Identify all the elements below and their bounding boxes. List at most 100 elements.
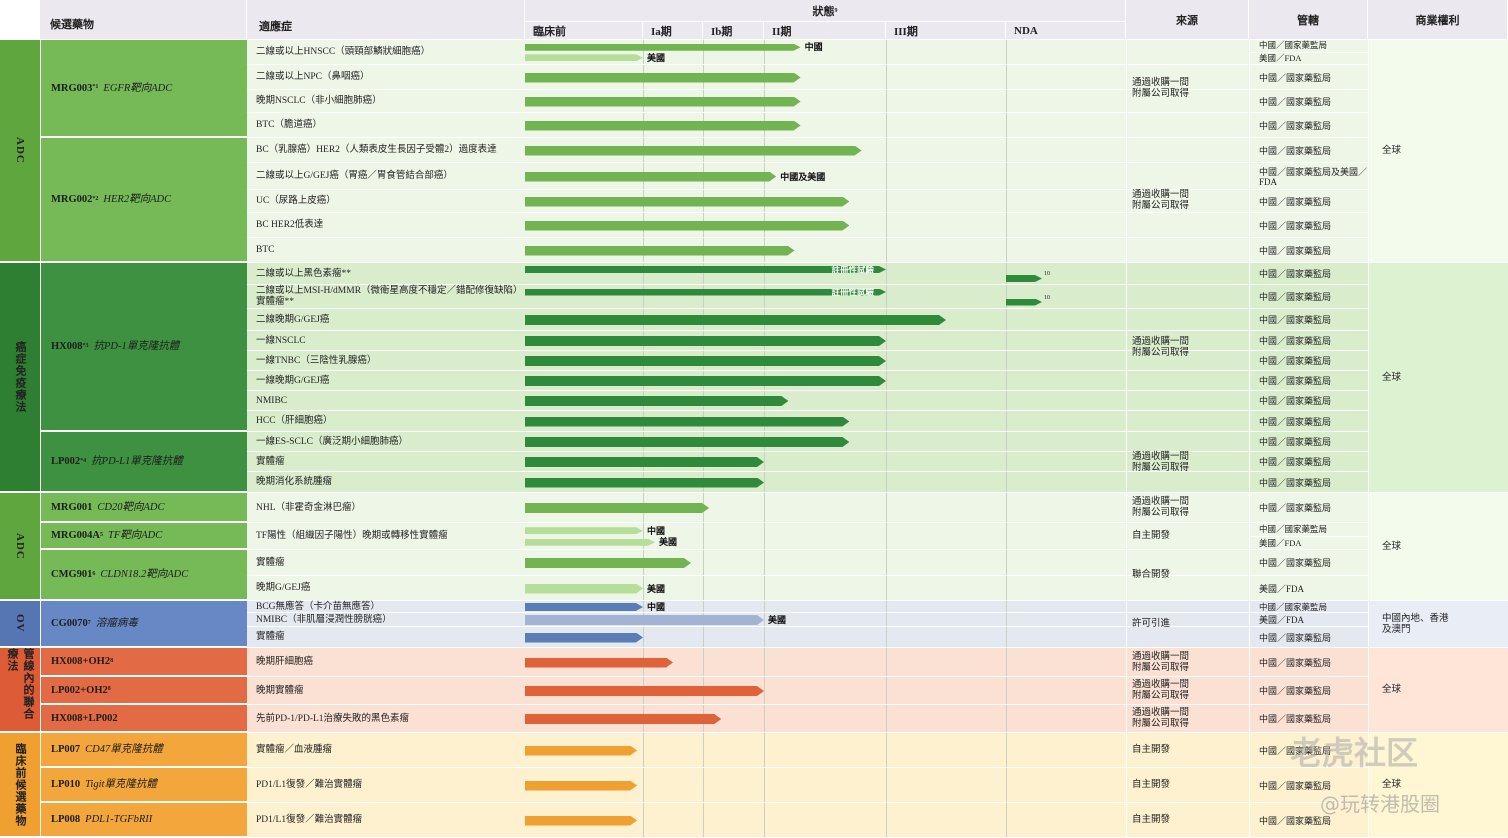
source-cell: 自主開發	[1132, 733, 1194, 768]
header-rights: 商業權利	[1368, 0, 1508, 40]
regulator-text: 中國／國家藥監局	[1259, 416, 1332, 427]
progress-bar	[525, 603, 643, 611]
regulator-cell: 美國／FDA	[1249, 613, 1368, 627]
text: 10	[1044, 294, 1050, 301]
row-separator	[247, 308, 1368, 309]
category-cell: OV	[0, 601, 40, 648]
progress-bar	[1006, 275, 1042, 282]
indication-cell: 晚期G/GEJ癌	[252, 576, 522, 601]
candidate-sup: *2	[92, 195, 99, 202]
progress-bar: 註冊性試驗	[525, 266, 886, 273]
regulator-cell: 中國／國家藥監局	[1249, 705, 1368, 733]
row-separator	[247, 704, 1368, 705]
progress-bar	[525, 478, 764, 488]
indication-text: PD1/L1復發／難治實體瘤	[256, 780, 363, 790]
regulator-text: 中國／國家藥監局	[1259, 269, 1332, 279]
source-cell: 許可引進	[1132, 601, 1194, 648]
bar-label: 中國	[647, 602, 727, 612]
text: 10	[1044, 271, 1050, 277]
row-separator	[247, 492, 1368, 493]
regulator-cell: 美國／FDA	[1249, 53, 1368, 66]
candidate-sup: *1	[92, 84, 99, 90]
progress-bar	[525, 503, 709, 513]
rights-text: 全球	[1382, 541, 1402, 552]
progress-bar: 註冊性試驗	[525, 289, 886, 296]
indication-text: NMIBC（非肌層浸潤性膀胱癌）	[256, 614, 392, 625]
rights-border	[1368, 40, 1369, 838]
indication-text: 二線或以上G/GEJ癌（胃癌／胃食管結合部癌）	[256, 171, 453, 181]
progress-bar	[525, 356, 886, 366]
indication-cell: 先前PD-1/PD-L1治療失敗的黑色素瘤	[252, 705, 522, 733]
category-cell: 癌症免疫療法	[0, 263, 40, 493]
row-separator	[247, 212, 1368, 213]
text: 來源	[1176, 14, 1198, 27]
indication-cell: 一線TNBC（三陰性乳腺癌）	[252, 351, 522, 371]
indication-cell: 實體瘤	[252, 550, 522, 576]
progress-bar	[525, 336, 886, 346]
indication-text: UC（尿路上皮癌）	[256, 196, 336, 206]
indication-text: 二線晚期G/GEJ癌	[256, 314, 330, 325]
candidate-target: 溶瘤病毒	[95, 618, 138, 629]
stage-header: NDA	[1006, 22, 1126, 40]
progress-bar	[525, 746, 637, 756]
indication-cell: 晚期肝細胞癌	[252, 648, 522, 677]
indication-cell: HCC（肝細胞癌）	[252, 411, 522, 432]
progress-bar	[525, 396, 788, 406]
candidate-target: PDL1-TGFbRII	[85, 814, 153, 825]
progress-bar	[525, 457, 764, 467]
regulator-cell: 中國／國家藥監局	[1249, 371, 1368, 391]
text: 美國	[647, 52, 666, 63]
indication-cell: 一線ES-SCLC（廣泛期小細胞肺癌）	[252, 432, 522, 452]
indication-cell: 實體瘤	[252, 452, 522, 472]
indication-text: TF陽性（組織因子陽性）晚期或轉移性實體瘤	[256, 531, 448, 541]
progress-bar	[525, 816, 637, 826]
regulator-text: 中國／國家藥監局	[1259, 96, 1332, 107]
stage-grid-line	[1006, 40, 1007, 838]
indication-text: 先前PD-1/PD-L1治療失敗的黑色素瘤	[256, 713, 410, 724]
indication-text: BC HER2低表達	[256, 220, 324, 230]
progress-bar	[525, 633, 643, 643]
regulator-text: 中國／國家藥監局	[1259, 396, 1332, 406]
source-text: 許可引進	[1132, 619, 1171, 629]
stage-header: III期	[886, 22, 1006, 40]
candidate-target: CD47單克隆抗體	[85, 744, 163, 755]
indication-cell: 晚期實體瘤	[252, 677, 522, 705]
candidate-name: HX008+LP002	[51, 712, 118, 724]
indication-cell: PD1/L1復發／難治實體瘤	[252, 803, 522, 838]
candidate-sup: 5	[100, 531, 103, 538]
text: 美國	[768, 615, 787, 625]
regulator-cell: 中國／國家藥監局	[1249, 238, 1368, 263]
source-cell: 通過收購一間附屬公司取得	[1132, 432, 1194, 493]
indication-cell: NHL（非霍奇金淋巴瘤）	[252, 493, 522, 523]
row-separator	[247, 410, 1368, 411]
rights-cell: 全球	[1382, 263, 1452, 493]
source-cell: 通過收購一間附屬公司取得	[1132, 705, 1194, 733]
text: 中國	[647, 525, 666, 536]
row-separator	[247, 732, 1368, 733]
row-separator	[247, 575, 1368, 576]
source-cell: 聯合開發	[1132, 550, 1194, 601]
text: Ia期	[651, 25, 672, 38]
bar-label: 美國	[647, 53, 727, 63]
regulator-cell: 中國／國家藥監局	[1249, 40, 1368, 53]
progress-bar	[525, 73, 801, 83]
rights-text: 全球	[1382, 780, 1402, 790]
regulator-cell: 中國／國家藥監局	[1249, 601, 1368, 613]
indication-cell: NMIBC	[252, 391, 522, 411]
rights-bg	[1368, 601, 1508, 648]
regulator-cell: 中國／國家藥監局	[1249, 648, 1368, 677]
row-separator	[247, 162, 1368, 163]
regulator-cell: 中國／國家藥監局	[1249, 627, 1368, 648]
regulator-cell: 中國／國家藥監局	[1249, 523, 1368, 537]
regulator-cell: 中國／國家藥監局	[1249, 733, 1368, 768]
watermark: 老虎社区	[1290, 728, 1500, 772]
regulator-text: 中國／國家藥監局	[1259, 686, 1332, 696]
progress-bar	[525, 315, 946, 325]
indication-cell: 二線或以上G/GEJ癌（胃癌／胃食管結合部癌）	[252, 163, 522, 190]
bar-label: 中國	[647, 526, 727, 536]
regulator-text: 中國／國家藥監局	[1259, 245, 1332, 256]
stage-header: Ib期	[703, 22, 764, 40]
regulator-cell: 中國／國家藥監局	[1249, 351, 1368, 371]
progress-bar	[525, 146, 862, 156]
